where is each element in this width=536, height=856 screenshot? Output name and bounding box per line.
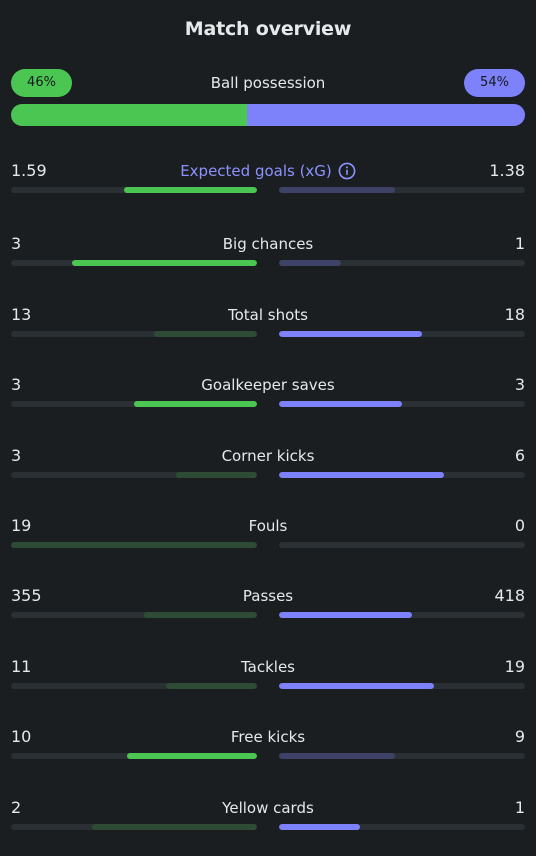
stat-label-text: Fouls bbox=[248, 517, 288, 535]
stat-row: 19 Fouls 0 bbox=[11, 516, 525, 556]
away-value: 0 bbox=[514, 516, 525, 535]
home-value: 3 bbox=[11, 446, 22, 465]
stat-row: 1.59 Expected goals (xG) 1.38 bbox=[11, 161, 525, 201]
home-bar-track bbox=[11, 187, 257, 193]
possession-bar bbox=[11, 104, 525, 126]
away-value: 1 bbox=[514, 798, 525, 817]
away-bar-track bbox=[279, 824, 525, 830]
home-bar-fill bbox=[11, 542, 257, 548]
away-value: 1.38 bbox=[489, 161, 525, 180]
home-bar-fill bbox=[144, 612, 257, 618]
home-value: 3 bbox=[11, 375, 22, 394]
stat-label: Passes bbox=[11, 586, 525, 606]
away-value: 18 bbox=[504, 305, 525, 324]
away-bar-track bbox=[279, 260, 525, 266]
stat-label: Goalkeeper saves bbox=[11, 375, 525, 395]
stat-row: 2 Yellow cards 1 bbox=[11, 798, 525, 838]
home-bar-track bbox=[11, 472, 257, 478]
away-bar-fill bbox=[279, 260, 341, 266]
away-bar-track bbox=[279, 683, 525, 689]
home-value: 19 bbox=[11, 516, 32, 535]
page-title: Match overview bbox=[184, 18, 352, 40]
home-value: 3 bbox=[11, 234, 22, 253]
stat-label: Total shots bbox=[11, 305, 525, 325]
home-value: 10 bbox=[11, 727, 32, 746]
stat-label: Tackles bbox=[11, 657, 525, 677]
home-bar-fill bbox=[72, 260, 257, 266]
away-bar-fill bbox=[279, 331, 422, 337]
possession-label: Ball possession bbox=[210, 74, 326, 92]
away-bar-track bbox=[279, 753, 525, 759]
away-bar-track bbox=[279, 612, 525, 618]
stat-label-text: Total shots bbox=[228, 306, 308, 324]
home-value: 2 bbox=[11, 798, 22, 817]
away-value: 6 bbox=[514, 446, 525, 465]
away-value: 418 bbox=[494, 586, 525, 605]
away-value: 1 bbox=[514, 234, 525, 253]
away-value: 9 bbox=[514, 727, 525, 746]
info-circle-icon[interactable] bbox=[338, 162, 356, 180]
away-bar-track bbox=[279, 331, 525, 337]
stat-row: 10 Free kicks 9 bbox=[11, 727, 525, 767]
home-bar-fill bbox=[134, 401, 257, 407]
away-bar-track bbox=[279, 472, 525, 478]
possession-bar-away bbox=[247, 104, 525, 126]
home-possession-badge: 46% bbox=[11, 69, 72, 97]
home-bar-fill bbox=[166, 683, 257, 689]
stat-row: 13 Total shots 18 bbox=[11, 305, 525, 345]
away-bar-fill bbox=[279, 472, 444, 478]
home-bar-fill bbox=[176, 472, 257, 478]
stat-label-text: Tackles bbox=[240, 658, 296, 676]
stat-label: Corner kicks bbox=[11, 446, 525, 466]
stat-row: 3 Big chances 1 bbox=[11, 234, 525, 274]
home-bar-track bbox=[11, 824, 257, 830]
away-bar-fill bbox=[279, 401, 402, 407]
stat-row: 3 Corner kicks 6 bbox=[11, 446, 525, 486]
away-bar-fill bbox=[279, 683, 434, 689]
stat-label-text: Big chances bbox=[222, 235, 314, 253]
away-bar-track bbox=[279, 187, 525, 193]
home-bar-track bbox=[11, 542, 257, 548]
ball-possession: 46% Ball possession 54% bbox=[11, 69, 525, 127]
away-bar-track bbox=[279, 542, 525, 548]
stat-label[interactable]: Expected goals (xG) bbox=[11, 161, 525, 181]
home-value: 355 bbox=[11, 586, 42, 605]
home-bar-fill bbox=[154, 331, 257, 337]
away-possession-badge: 54% bbox=[464, 69, 525, 97]
away-value: 19 bbox=[504, 657, 525, 676]
home-bar-fill bbox=[127, 753, 257, 759]
away-bar-track bbox=[279, 401, 525, 407]
stat-row: 11 Tackles 19 bbox=[11, 657, 525, 697]
stat-label-text: Expected goals (xG) bbox=[180, 162, 332, 180]
home-value: 1.59 bbox=[11, 161, 47, 180]
stat-label-text: Free kicks bbox=[230, 728, 306, 746]
stat-label-text: Yellow cards bbox=[222, 799, 314, 817]
home-bar-fill bbox=[124, 187, 257, 193]
stat-row: 3 Goalkeeper saves 3 bbox=[11, 375, 525, 415]
home-bar-track bbox=[11, 331, 257, 337]
stat-label-text: Passes bbox=[242, 587, 294, 605]
stat-label: Free kicks bbox=[11, 727, 525, 747]
home-bar-track bbox=[11, 683, 257, 689]
home-bar-track bbox=[11, 612, 257, 618]
home-bar-track bbox=[11, 753, 257, 759]
home-bar-track bbox=[11, 401, 257, 407]
away-bar-fill bbox=[279, 824, 360, 830]
stat-label: Yellow cards bbox=[11, 798, 525, 818]
home-value: 13 bbox=[11, 305, 32, 324]
home-bar-track bbox=[11, 260, 257, 266]
home-bar-fill bbox=[92, 824, 257, 830]
home-value: 11 bbox=[11, 657, 32, 676]
away-bar-fill bbox=[279, 612, 412, 618]
stat-label-text: Corner kicks bbox=[221, 447, 315, 465]
away-bar-fill bbox=[279, 187, 395, 193]
stat-label-text: Goalkeeper saves bbox=[201, 376, 335, 394]
away-value: 3 bbox=[514, 375, 525, 394]
stat-row: 355 Passes 418 bbox=[11, 586, 525, 626]
possession-bar-home bbox=[11, 104, 248, 126]
stat-label: Fouls bbox=[11, 516, 525, 536]
stat-label: Big chances bbox=[11, 234, 525, 254]
away-bar-fill bbox=[279, 753, 395, 759]
